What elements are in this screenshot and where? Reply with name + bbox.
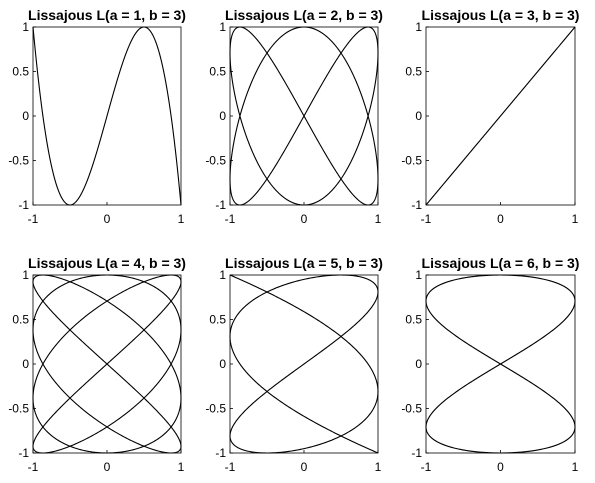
panel-title: Lissajous L(a = 4, b = 3) xyxy=(28,255,186,271)
x-tick-label: 1 xyxy=(572,212,579,226)
panel-4: Lissajous L(a = 4, b = 3) -1 0 1 1 0.5 0 -0.5 -1 xyxy=(8,255,186,474)
x-tick-label: 0 xyxy=(301,212,308,226)
y-tick-label: -0.5 xyxy=(401,402,422,416)
y-tick-label: 0.5 xyxy=(405,313,422,327)
panel-title: Lissajous L(a = 6, b = 3) xyxy=(422,255,580,271)
y-tick-label: 0.5 xyxy=(405,65,422,79)
y-tick-label: 0 xyxy=(219,357,226,371)
panel-title: Lissajous L(a = 5, b = 3) xyxy=(225,255,383,271)
x-tick-label: 0 xyxy=(104,460,111,474)
y-tick-label: 0 xyxy=(415,109,422,123)
x-tick-label: -1 xyxy=(28,212,39,226)
lissajous-curve xyxy=(229,274,379,454)
x-tick-label: -1 xyxy=(421,460,432,474)
x-tick-label: 1 xyxy=(375,460,382,474)
y-tick-label: 1 xyxy=(22,20,29,34)
x-tick-label: 0 xyxy=(301,460,308,474)
panel-title: Lissajous L(a = 1, b = 3) xyxy=(28,7,186,23)
y-tick-label: -0.5 xyxy=(8,402,29,416)
panel-title: Lissajous L(a = 2, b = 3) xyxy=(225,7,383,23)
x-tick-label: 0 xyxy=(497,460,504,474)
y-tick-label: -1 xyxy=(411,198,422,212)
y-tick-label: -1 xyxy=(215,198,226,212)
y-tick-label: 0 xyxy=(219,109,226,123)
x-tick-label: 0 xyxy=(104,212,111,226)
lissajous-curve xyxy=(425,274,576,454)
panel-2: Lissajous L(a = 2, b = 3) -1 0 1 1 0.5 0 -0.5 -1 xyxy=(205,7,383,226)
lissajous-curve xyxy=(32,26,182,206)
y-tick-label: -1 xyxy=(215,446,226,460)
y-tick-label: 1 xyxy=(415,20,422,34)
panel-6: Lissajous L(a = 6, b = 3) -1 0 1 1 0.5 0 -0.5 -1 xyxy=(401,255,579,474)
lissajous-curve xyxy=(32,274,182,454)
x-tick-label: -1 xyxy=(28,460,39,474)
x-tick-label: -1 xyxy=(225,212,236,226)
x-tick-label: 1 xyxy=(178,460,185,474)
y-tick-label: 0 xyxy=(22,357,29,371)
x-tick-label: 1 xyxy=(375,212,382,226)
y-tick-label: -0.5 xyxy=(401,154,422,168)
x-tick-label: -1 xyxy=(225,460,236,474)
y-tick-label: 0 xyxy=(415,357,422,371)
y-tick-label: -0.5 xyxy=(205,154,226,168)
x-tick-label: 1 xyxy=(178,212,185,226)
y-tick-label: 0.5 xyxy=(12,65,29,79)
x-tick-label: 1 xyxy=(572,460,579,474)
panel-3: Lissajous L(a = 3, b = 3) -1 0 1 1 0.5 0 -0.5 -1 xyxy=(401,7,579,226)
lissajous-curve xyxy=(425,26,576,206)
y-tick-label: 0.5 xyxy=(209,65,226,79)
y-tick-label: 1 xyxy=(22,268,29,282)
y-tick-label: 0 xyxy=(22,109,29,123)
panel-5: Lissajous L(a = 5, b = 3) -1 0 1 1 0.5 0 -0.5 -1 xyxy=(205,255,383,474)
y-tick-label: 1 xyxy=(219,20,226,34)
y-tick-label: 0.5 xyxy=(209,313,226,327)
y-tick-label: 0.5 xyxy=(12,313,29,327)
y-tick-label: -0.5 xyxy=(8,154,29,168)
y-tick-label: 1 xyxy=(219,268,226,282)
y-tick-label: -1 xyxy=(411,446,422,460)
x-tick-label: 0 xyxy=(497,212,504,226)
y-tick-label: -1 xyxy=(18,198,29,212)
y-tick-label: 1 xyxy=(415,268,422,282)
y-tick-label: -1 xyxy=(18,446,29,460)
y-tick-label: -0.5 xyxy=(205,402,226,416)
lissajous-curve xyxy=(229,26,379,206)
panel-1: Lissajous L(a = 1, b = 3) -1 0 1 1 0.5 0 -0.5 -1 xyxy=(8,7,186,226)
x-tick-label: -1 xyxy=(421,212,432,226)
panel-title: Lissajous L(a = 3, b = 3) xyxy=(422,7,580,23)
